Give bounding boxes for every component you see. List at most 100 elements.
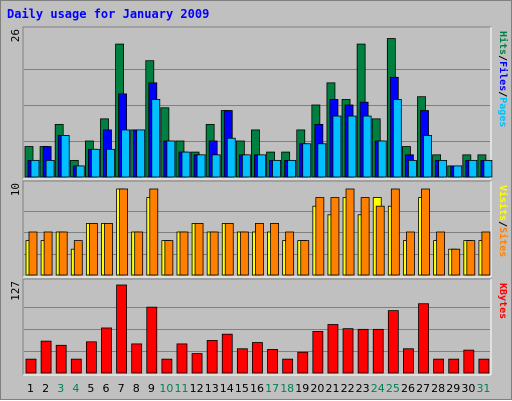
x-tick-label: 19 — [295, 382, 309, 395]
bar-sites-day-4 — [73, 240, 83, 276]
bar-sites-day-28 — [436, 231, 446, 276]
bar-sites-day-24 — [375, 205, 385, 276]
bar-pages-day-11 — [181, 151, 191, 178]
bar-pages-day-9 — [151, 99, 161, 178]
bar-kbytes-day-17 — [267, 349, 278, 374]
bar-kbytes-day-23 — [357, 328, 369, 374]
bar-sites-day-6 — [104, 222, 113, 276]
bar-sites-day-2 — [43, 231, 53, 276]
bar-sites-day-14 — [224, 222, 234, 276]
bar-sites-day-16 — [255, 222, 264, 276]
x-tick-label: 26 — [401, 382, 415, 395]
bar-pages-day-26 — [408, 159, 417, 178]
x-tick-label: 25 — [386, 382, 400, 395]
legend-item: KBytes — [497, 283, 508, 319]
x-tick-label: 4 — [72, 382, 79, 395]
panel-middle: 10 Visits/Sites — [9, 180, 509, 278]
x-tick-label: 2 — [42, 382, 49, 395]
bar-kbytes-day-4 — [70, 358, 82, 374]
x-tick-label: 27 — [416, 382, 430, 395]
bar-kbytes-day-8 — [131, 343, 143, 374]
bar-pages-day-5 — [90, 148, 100, 178]
bar-pages-day-8 — [136, 129, 146, 178]
x-tick-label: 22 — [341, 382, 355, 395]
bar-sites-day-18 — [285, 231, 295, 276]
bar-pages-day-1 — [30, 159, 40, 178]
bar-kbytes-day-14 — [221, 333, 233, 374]
panel-top-legend: Hits/Files/Pages — [497, 31, 509, 127]
x-tick-label: 24 — [371, 382, 385, 395]
x-tick-label: 9 — [148, 382, 155, 395]
bar-sites-day-27 — [421, 188, 430, 276]
bar-sites-day-12 — [194, 222, 204, 276]
bar-pages-day-29 — [453, 165, 463, 178]
legend-item: Hits — [497, 31, 509, 55]
bar-sites-day-3 — [58, 231, 68, 276]
bar-pages-day-19 — [302, 143, 312, 178]
bar-kbytes-day-16 — [252, 342, 263, 374]
bar-sites-day-11 — [179, 231, 189, 276]
bar-pages-day-27 — [423, 135, 432, 178]
bar-kbytes-day-27 — [418, 303, 429, 374]
bar-kbytes-day-25 — [387, 310, 399, 374]
x-tick-label: 11 — [175, 382, 189, 395]
bar-sites-day-8 — [134, 231, 144, 276]
bar-sites-day-13 — [209, 231, 219, 276]
x-tick-label: 28 — [431, 382, 445, 395]
bar-sites-day-21 — [330, 197, 340, 276]
bar-kbytes-day-5 — [85, 341, 97, 374]
panel-bottom-legend: KBytes — [497, 283, 508, 319]
bar-pages-day-2 — [45, 159, 55, 178]
bar-pages-day-16 — [257, 154, 266, 178]
x-tick-label: 30 — [461, 382, 475, 395]
x-tick-label: 21 — [325, 382, 339, 395]
bar-sites-day-30 — [466, 240, 476, 276]
x-tick-label: 31 — [476, 382, 490, 395]
bar-sites-day-17 — [270, 222, 279, 276]
bar-kbytes-day-24 — [372, 328, 384, 374]
bar-pages-day-23 — [362, 115, 372, 178]
x-tick-label: 8 — [133, 382, 140, 395]
bar-kbytes-day-6 — [101, 327, 112, 374]
bar-pages-day-22 — [347, 115, 357, 178]
x-tick-label: 29 — [446, 382, 460, 395]
x-tick-label: 1 — [27, 382, 34, 395]
bar-pages-day-7 — [121, 129, 130, 178]
x-axis-day-labels: 1 2 3 4 5 6 7 8 9 10 11 12 13 14 15 16 17 18 19 20 21 22 23 24 2… — [27, 382, 490, 395]
x-tick-label: 3 — [57, 382, 64, 395]
bar-kbytes-day-31 — [478, 358, 490, 374]
bar-sites-day-26 — [406, 231, 415, 276]
x-tick-label: 15 — [235, 382, 249, 395]
bar-kbytes-day-18 — [282, 358, 294, 374]
bar-kbytes-day-29 — [448, 358, 460, 374]
bar-sites-day-10 — [164, 240, 174, 276]
bar-kbytes-day-11 — [176, 343, 188, 374]
bar-sites-day-19 — [300, 240, 310, 276]
bar-sites-day-5 — [88, 222, 98, 276]
bar-pages-day-30 — [468, 159, 478, 178]
legend-item: Files — [497, 61, 509, 91]
bar-sites-day-25 — [390, 188, 400, 276]
legend-item: Visits — [497, 185, 509, 221]
bar-pages-day-15 — [241, 154, 251, 178]
bar-pages-day-28 — [438, 159, 448, 178]
panel-bottom: 127 KBytes — [9, 278, 508, 376]
bar-kbytes-day-9 — [146, 306, 158, 374]
panel-bottom-max-label: 127 — [9, 281, 22, 301]
bar-pages-day-17 — [272, 159, 281, 178]
bar-pages-day-31 — [483, 159, 493, 178]
bar-kbytes-day-10 — [161, 358, 173, 374]
bar-kbytes-day-15 — [236, 348, 248, 374]
bar-sites-day-31 — [481, 231, 491, 276]
bar-kbytes-day-12 — [191, 353, 203, 374]
bar-kbytes-day-26 — [403, 348, 414, 374]
bar-pages-day-18 — [287, 159, 297, 178]
panel-top: 26 Hits/Files/Pages — [9, 26, 509, 180]
legend-item: / — [497, 91, 508, 97]
bar-pages-day-24 — [377, 140, 387, 178]
chart-title: Daily usage for January 2009 — [7, 7, 209, 21]
bar-pages-day-10 — [166, 140, 176, 178]
bar-pages-day-13 — [211, 154, 221, 178]
